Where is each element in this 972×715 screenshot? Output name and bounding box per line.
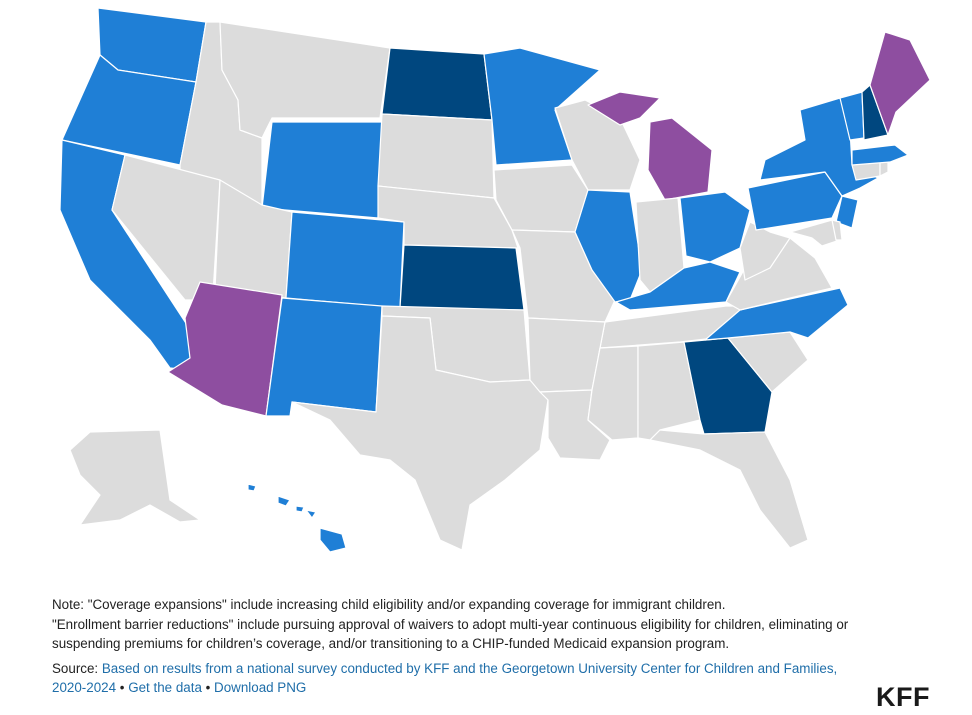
separator-2: • [201, 680, 215, 695]
download-png-link[interactable]: Download PNG [214, 680, 307, 695]
state-ND[interactable] [381, 47, 493, 121]
map-footer: Note: "Coverage expansions" include incr… [52, 595, 872, 698]
note-line-1: Note: "Coverage expansions" include incr… [52, 597, 726, 612]
state-NJ[interactable] [835, 195, 859, 229]
us-states-map [59, 7, 931, 553]
state-NM[interactable] [265, 297, 383, 417]
note-line-2: "Enrollment barrier reductions" include … [52, 616, 849, 652]
state-KY[interactable] [615, 261, 741, 311]
source-text: Source: Based on results from a national… [52, 659, 872, 698]
kff-logo: KFF [876, 682, 930, 712]
state-OH[interactable] [679, 191, 751, 263]
state-IA[interactable] [493, 164, 589, 233]
state-WV[interactable] [739, 221, 791, 281]
state-DE[interactable] [831, 219, 843, 241]
state-CO[interactable] [285, 211, 405, 309]
separator-1: • [116, 680, 129, 695]
get-data-link[interactable]: Get the data [128, 680, 202, 695]
state-MA[interactable] [851, 144, 909, 166]
source-link[interactable]: Based on results from a national survey … [52, 660, 838, 696]
state-PA[interactable] [747, 171, 843, 231]
state-WY[interactable] [261, 121, 383, 219]
state-SD[interactable] [377, 113, 495, 199]
source-label: Source: [52, 660, 102, 676]
state-TX[interactable] [291, 315, 549, 551]
note-text: Note: "Coverage expansions" include incr… [52, 595, 872, 654]
state-AK[interactable] [69, 429, 201, 526]
state-MD[interactable] [789, 219, 841, 247]
state-HI[interactable] [247, 483, 347, 553]
state-ME[interactable] [869, 31, 931, 136]
state-MI[interactable] [587, 91, 713, 201]
state-MT[interactable] [219, 21, 391, 139]
state-FL[interactable] [649, 429, 809, 549]
state-KS[interactable] [399, 244, 525, 311]
